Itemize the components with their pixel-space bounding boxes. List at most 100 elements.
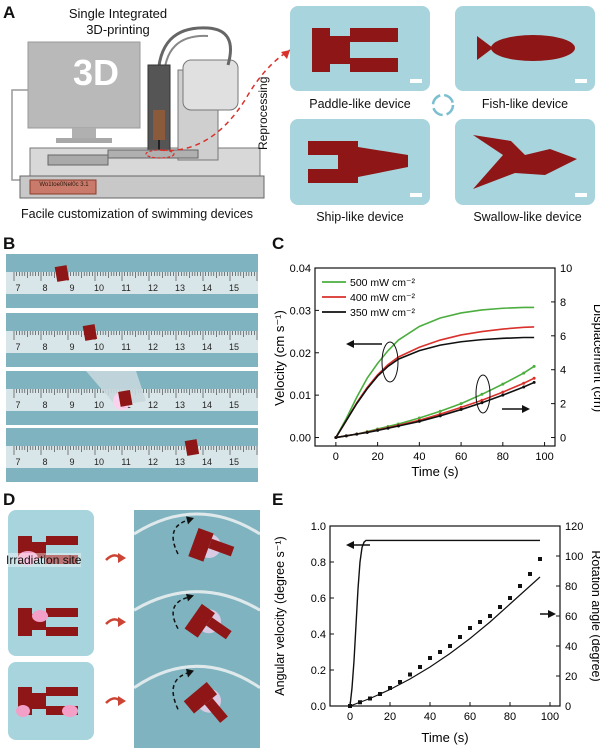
series-point (501, 390, 505, 394)
legend-label: 500 mW cm⁻² (350, 277, 416, 289)
series-point (480, 398, 484, 402)
series-point (501, 382, 505, 386)
ruler-tick-label: 15 (229, 400, 239, 410)
y2-tick-label: 80 (565, 581, 577, 593)
series-point (522, 371, 526, 375)
series-point (532, 376, 536, 380)
monitor-stand (72, 128, 96, 138)
chart-c: 0 20 40 60 80 1000.000.010.020.030.040246810 … (272, 263, 600, 479)
chart-c-frame (314, 267, 556, 447)
ruler (6, 272, 258, 294)
chart-c-xlabel: Time (s) (411, 464, 458, 479)
x-tick-label: 100 (535, 451, 553, 463)
device-rotated (183, 681, 218, 714)
printer-plate (29, 179, 97, 195)
ruler-tick-label: 10 (94, 400, 104, 410)
ruler-tick-label: 8 (43, 457, 48, 467)
y-tick-label: 0.04 (290, 263, 311, 275)
device-label-ship: Ship-like device (316, 210, 404, 224)
x-tick-label: 40 (424, 711, 436, 723)
series-point (438, 409, 442, 413)
ruler-tick-label: 8 (43, 400, 48, 410)
ruler-tick-label: 14 (202, 283, 212, 293)
y2-tick-label: 10 (560, 263, 572, 275)
ruler-tick-label: 7 (16, 400, 21, 410)
y-tick-label: 0.2 (311, 665, 326, 677)
ruler-tick-label: 7 (16, 342, 21, 352)
monitor-3d-text: 3D (72, 52, 120, 93)
ruler-tick-label: 13 (175, 457, 185, 467)
y2-tick-label: 8 (560, 297, 566, 309)
device-rotated (188, 527, 214, 562)
rotation-point (488, 614, 492, 618)
ruler-tick-label: 8 (43, 283, 48, 293)
device-top-view (8, 662, 94, 740)
series-point (501, 393, 505, 397)
rotation-photo (134, 588, 260, 662)
series-point (438, 414, 442, 418)
series-point (522, 385, 526, 389)
x-tick-label: 20 (371, 451, 383, 463)
rotation-photo (134, 510, 260, 590)
series-point (396, 424, 400, 428)
right-axis-arrow (522, 405, 530, 413)
device-block (82, 324, 98, 341)
series-line-left (335, 336, 535, 438)
ruler-tick-label: 10 (94, 457, 104, 467)
rotation-point (508, 596, 512, 600)
series-line-left (335, 306, 535, 438)
ruler-frame: 7 8 9 10 11 12 13 14 15 (6, 313, 258, 367)
y2-tick-label: 20 (565, 671, 577, 683)
rotation-point (438, 650, 442, 654)
ruler-tick-label: 11 (121, 457, 130, 467)
rotation-point (358, 700, 362, 705)
chart-e-y2label: Rotation angle (degree) (589, 550, 600, 681)
chart-e-ylabel: Angular velocity (degree s⁻¹) (273, 536, 287, 695)
ruler-tick-label: 10 (94, 342, 104, 352)
ruler-tick-label: 15 (229, 283, 239, 293)
panel-label-d: D (3, 490, 16, 509)
x-tick-label: 100 (541, 711, 559, 723)
y2-tick-label: 6 (560, 331, 566, 343)
transition-arrow (104, 550, 128, 571)
cycle-icon (431, 93, 455, 117)
series-point (334, 436, 338, 440)
panel-label-e: E (272, 490, 284, 509)
rotation-point (468, 626, 472, 630)
y-tick-label: 0.4 (311, 629, 326, 641)
rotation-point (408, 672, 412, 677)
ruler-tick-label: 14 (202, 342, 212, 352)
panel-a-caption: Facile customization of swimming devices (20, 207, 254, 221)
irradiation-label: Irradiation site (6, 553, 82, 567)
y-tick-label: 0.02 (290, 348, 311, 360)
series-point (355, 432, 359, 436)
series-point (386, 426, 390, 430)
x-tick-label: 80 (504, 711, 516, 723)
series-point (522, 381, 526, 385)
printer-plate-text: Wo1toe0Nel0c 3.1 (39, 182, 89, 188)
y2-tick-label: 100 (565, 551, 583, 563)
legend-label: 400 mW cm⁻² (350, 292, 416, 304)
rotation-point (378, 692, 382, 696)
x-tick-label: 60 (455, 451, 467, 463)
monitor-base (56, 138, 112, 143)
legend-label: 350 mW cm⁻² (350, 307, 416, 319)
y-tick-label: 0.01 (290, 390, 311, 402)
angular-velocity-line (349, 539, 540, 707)
chart-e: 0 20 40 60 80 100 0.0 0.2 0.4 0.6 0.8 1.0 0 20 40 60 80 1… (273, 521, 600, 745)
reprocessing-arrow (159, 49, 291, 152)
printer-illustration (11, 26, 265, 199)
ruler-tick-label: 13 (175, 400, 185, 410)
transition-arrow (104, 614, 128, 635)
rotation-point (428, 656, 432, 660)
rotation-path (172, 671, 191, 710)
chart-c-ylabel: Velocity (cm s⁻¹) (272, 310, 287, 406)
chart-c-y2label: Displacement (cm) (591, 304, 600, 412)
rotation-point (458, 635, 462, 639)
panel-label-c: C (272, 234, 285, 253)
panel-label-a: A (3, 3, 16, 22)
rotation-point (538, 557, 542, 561)
x-tick-label: 0 (347, 711, 353, 723)
series-line-right (335, 381, 535, 439)
ruler-tick-label: 11 (121, 342, 130, 352)
